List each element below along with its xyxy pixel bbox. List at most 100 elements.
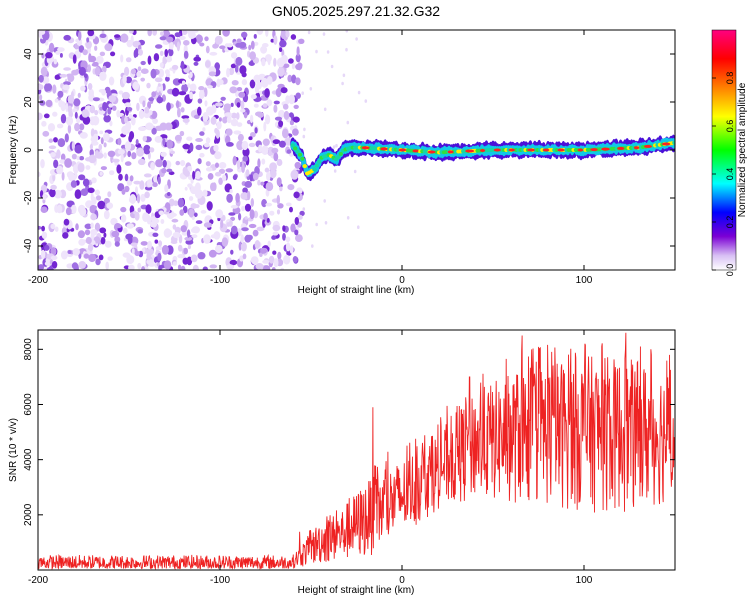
spectrogram-noise-blob <box>170 240 178 245</box>
spectrogram-noise-blob <box>86 37 90 43</box>
spectrogram-noise-blob <box>257 158 261 169</box>
spectrogram-track-core <box>302 164 307 169</box>
spectrogram-noise-blob <box>179 35 186 41</box>
spectrogram-noise-blob <box>193 212 198 218</box>
spectrogram-noise-blob <box>103 232 107 238</box>
spectrogram-track-core <box>336 155 341 160</box>
spectrogram-noise-blob <box>229 189 233 194</box>
spectrogram-noise-blob <box>107 191 112 198</box>
spectrogram-noise-blob <box>230 204 239 209</box>
spectrogram-noise-blob <box>63 218 70 226</box>
spectrogram-noise-blob <box>288 58 294 64</box>
spectrogram-noise-blob <box>197 106 202 116</box>
spectrogram-sparse-blob <box>303 127 306 132</box>
spectrogram-noise-blob <box>289 120 294 126</box>
spectrogram-noise-blob <box>268 255 275 264</box>
spectrogram-noise-blob <box>231 225 238 235</box>
spectrogram-noise-blob <box>98 143 103 151</box>
spectrogram-noise-blob <box>285 242 291 252</box>
colorbar: 0.0 0.2 0.4 0.6 0.8 Normalized spectral ampl… <box>711 29 748 276</box>
spectrogram-noise-blob <box>210 116 217 125</box>
spectrogram-track-core <box>338 151 343 156</box>
spectrogram-noise-blob <box>199 131 205 136</box>
spectrogram-noise-blob <box>57 90 64 98</box>
spectrogram-noise-blob <box>94 66 101 77</box>
spectrogram-noise-blob <box>260 247 268 254</box>
spectrogram-noise-blob <box>205 161 211 167</box>
spectrogram-noise-blob <box>287 74 293 83</box>
spectrogram-noise-blob <box>38 30 46 35</box>
spectrogram-noise-blob <box>121 125 130 135</box>
spectrogram-noise-blob <box>171 87 180 97</box>
spectrogram-noise-blob <box>126 255 135 265</box>
spectrogram-noise-blob <box>158 240 163 247</box>
spectrogram-noise-blob <box>138 49 143 56</box>
spectrogram-noise-blob <box>148 262 155 267</box>
spectrogram-noise-blob <box>53 159 59 169</box>
spectrogram-noise-blob <box>158 265 162 270</box>
spectrogram-noise-blob <box>158 68 165 78</box>
spectrogram-noise-blob <box>149 147 155 153</box>
spectrogram-noise-blob <box>144 106 150 114</box>
spectrogram-noise-blob <box>140 68 149 74</box>
spectrogram-noise-blob <box>180 60 185 70</box>
spectrogram-sparse-blob <box>323 199 327 203</box>
spectrogram-noise-blob <box>232 155 237 166</box>
spectrogram-noise-blob <box>230 52 238 59</box>
spectrogram-noise-blob <box>298 38 305 44</box>
spectrogram-noise-blob <box>129 30 133 34</box>
spectrogram-noise-blob <box>111 158 120 163</box>
spectrogram-noise-blob <box>294 217 299 225</box>
spectrogram-noise-blob <box>180 160 186 167</box>
spectrogram-noise-blob <box>264 88 270 98</box>
spectrogram-noise-blob <box>242 253 247 260</box>
spectrogram-sparse-blob <box>332 145 336 149</box>
spectrogram-noise-blob <box>114 241 120 247</box>
spectrogram-noise-blob <box>175 160 181 166</box>
spectrogram-sparse-blob <box>315 49 318 54</box>
spectrogram-noise-blob <box>250 256 259 265</box>
spectrogram-noise-blob <box>118 90 124 95</box>
spectrogram-track-peak <box>557 148 565 152</box>
spectrogram-noise-blob <box>148 97 155 102</box>
spectrogram-noise-blob <box>215 244 223 254</box>
spectrogram-noise-blob <box>88 253 96 263</box>
spectrogram-sparse-blob <box>357 225 360 229</box>
spectrogram-noise-blob <box>218 162 227 169</box>
spectrogram-noise-blob <box>273 258 279 268</box>
spectrogram-noise-blob <box>72 164 79 174</box>
spectrogram-noise-blob <box>193 56 201 62</box>
spectrogram-noise-blob <box>275 87 282 98</box>
spectrogram-noise-blob <box>117 183 125 192</box>
spectrogram-noise-blob <box>205 45 210 54</box>
spectrogram-noise-blob <box>166 36 174 43</box>
spectrogram-track-peak <box>479 149 486 152</box>
spectrogram-noise-blob <box>63 34 71 41</box>
spectrogram-y-label: Frequency (Hz) <box>8 116 19 185</box>
spectrogram-noise-blob <box>74 189 82 200</box>
spectrogram-noise-blob <box>289 152 294 157</box>
spectrogram-noise-blob <box>177 244 183 252</box>
spectrogram-noise-blob <box>238 41 247 49</box>
spectrogram-noise-blob <box>164 184 169 193</box>
spectrogram-noise-blob <box>263 212 268 221</box>
spectrogram-noise-blob <box>67 124 72 134</box>
spectrogram-noise-blob <box>183 40 190 46</box>
spectrogram-noise-blob <box>177 197 184 208</box>
spectrogram-noise-blob <box>131 248 135 255</box>
spectrogram-noise-blob <box>244 216 248 220</box>
spectrogram-noise-blob <box>143 173 152 178</box>
spectrogram-noise-blob <box>77 92 81 98</box>
spectrogram-noise-blob <box>124 102 131 108</box>
spectrogram-noise-blob <box>87 187 95 194</box>
spectrogram-noise-blob <box>100 137 104 145</box>
spectrogram-noise-blob <box>253 210 259 219</box>
spectrogram-sparse-blob <box>364 99 368 103</box>
spectrogram-sparse-blob <box>345 47 348 52</box>
spectrogram-noise-blob <box>253 34 257 39</box>
spectrogram-noise-blob <box>87 30 95 37</box>
spectrogram-track-peak <box>493 148 501 152</box>
spectrogram-track-core <box>297 152 303 157</box>
spectrogram-noise-blob <box>189 71 193 79</box>
spectrogram-noise-blob <box>292 116 300 123</box>
